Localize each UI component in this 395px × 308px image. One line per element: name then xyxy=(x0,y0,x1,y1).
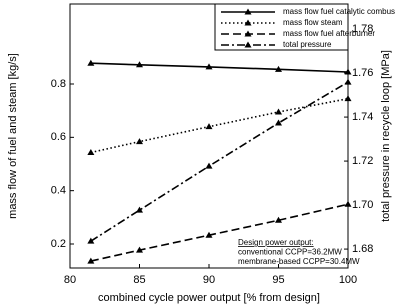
marker xyxy=(136,206,143,213)
y2-tick-label: 1.78 xyxy=(352,23,373,35)
y-tick-label: 0.4 xyxy=(51,185,66,197)
marker xyxy=(136,61,143,68)
legend-marker xyxy=(244,30,252,37)
x-axis-label: combined cycle power output [% from desi… xyxy=(98,292,320,304)
y-tick-label: 0.2 xyxy=(51,238,66,250)
marker xyxy=(275,216,282,223)
marker xyxy=(136,246,143,253)
legend-label: mass flow fuel afterburner xyxy=(283,29,375,38)
marker xyxy=(87,59,95,66)
y2-axis-label: total pressure in recycle loop [MPa] xyxy=(380,50,392,222)
marker xyxy=(344,95,352,102)
legend-marker xyxy=(244,19,252,26)
annotation: conventional CCPP=36.2MW xyxy=(238,248,342,257)
legend-label: mass flow fuel catalytic combustor xyxy=(283,7,395,16)
legend-marker xyxy=(244,8,252,15)
y2-tick-label: 1.70 xyxy=(352,199,373,211)
marker xyxy=(344,78,352,85)
y2-tick-label: 1.74 xyxy=(352,111,373,123)
marker xyxy=(205,123,213,130)
marker xyxy=(344,68,352,75)
y-tick-label: 0.8 xyxy=(51,78,66,90)
x-tick-label: 80 xyxy=(64,274,76,286)
x-tick-label: 85 xyxy=(133,274,145,286)
y2-tick-label: 1.72 xyxy=(352,155,373,167)
marker xyxy=(136,138,143,145)
series-line xyxy=(90,81,349,242)
legend-label: mass flow steam xyxy=(283,18,343,27)
y-axis-label: mass flow of fuel and steam [kg/s] xyxy=(7,53,19,219)
y2-tick-label: 1.68 xyxy=(352,243,373,255)
y-tick-label: 0.6 xyxy=(51,131,66,143)
series-line xyxy=(90,62,349,73)
marker xyxy=(275,119,282,126)
y2-tick-label: 1.76 xyxy=(352,67,373,79)
marker xyxy=(87,149,95,156)
x-tick-label: 100 xyxy=(339,274,357,286)
marker xyxy=(87,237,95,244)
annotation: membrane-based CCPP=30.4MW xyxy=(238,257,360,266)
legend-marker xyxy=(244,41,252,48)
legend-label: total pressure xyxy=(283,40,332,49)
series-line xyxy=(90,97,349,154)
annotation: Design power output: xyxy=(238,238,314,247)
marker xyxy=(275,65,282,72)
marker xyxy=(205,63,213,70)
marker xyxy=(87,257,95,264)
x-tick-label: 90 xyxy=(203,274,215,286)
marker xyxy=(205,162,213,169)
marker xyxy=(344,200,352,207)
x-tick-label: 95 xyxy=(272,274,284,286)
marker xyxy=(275,108,282,115)
marker xyxy=(205,231,213,238)
